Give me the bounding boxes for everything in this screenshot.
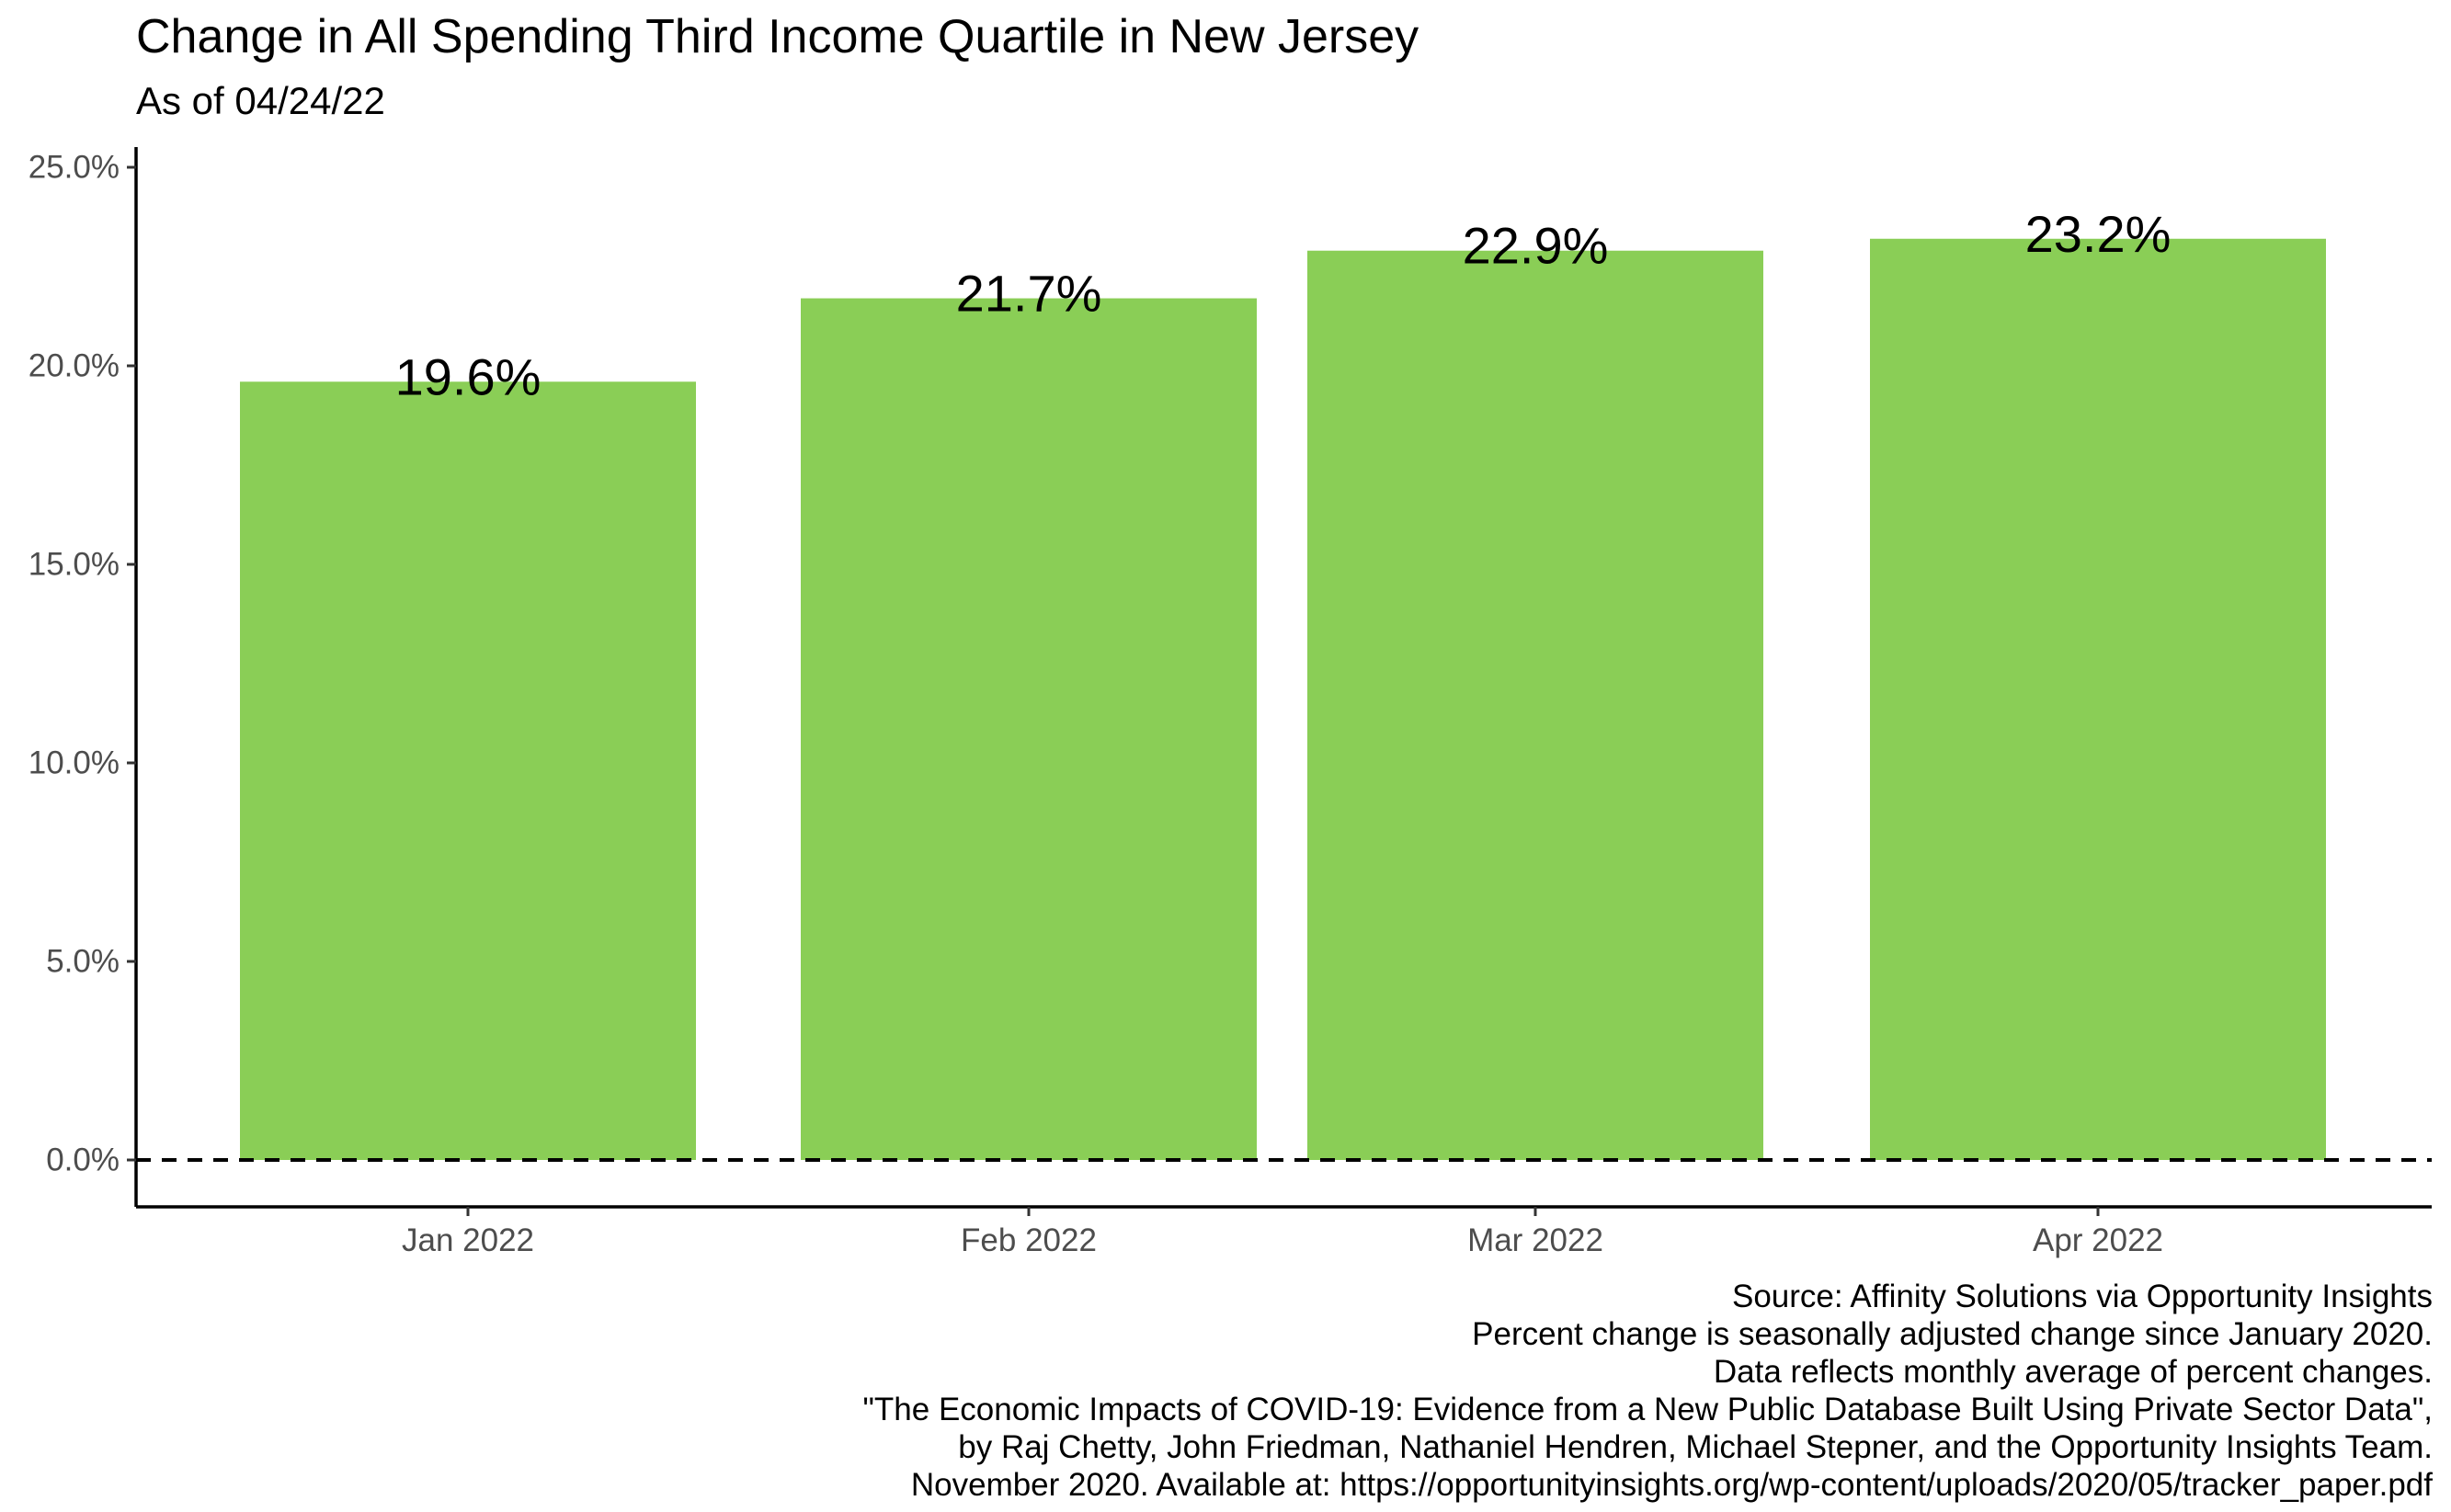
y-tick-label: 0.0% <box>46 1143 120 1178</box>
chart-subtitle: As of 04/24/22 <box>136 79 385 122</box>
caption-line: Percent change is seasonally adjusted ch… <box>1472 1316 2433 1352</box>
bar <box>240 381 696 1160</box>
bar-value-label: 22.9% <box>1463 217 1609 275</box>
y-tick-label: 25.0% <box>28 150 120 186</box>
x-tick-label: Feb 2022 <box>961 1222 1097 1258</box>
y-tick-label: 10.0% <box>28 745 120 781</box>
bar-value-label: 21.7% <box>956 265 1102 323</box>
y-tick-label: 15.0% <box>28 547 120 583</box>
caption-line: Data reflects monthly average of percent… <box>1713 1354 2433 1390</box>
x-tick-label: Mar 2022 <box>1467 1222 1603 1258</box>
caption-line: Source: Affinity Solutions via Opportuni… <box>1732 1279 2433 1314</box>
caption-line: "The Economic Impacts of COVID-19: Evide… <box>862 1392 2434 1427</box>
bar-value-label: 23.2% <box>2025 205 2172 263</box>
bar <box>1307 250 1763 1161</box>
bar-value-label: 19.6% <box>395 347 542 405</box>
y-tick-label: 20.0% <box>28 348 120 384</box>
caption-line: by Raj Chetty, John Friedman, Nathaniel … <box>958 1429 2433 1465</box>
y-tick-label: 5.0% <box>46 944 120 980</box>
chart-title: Change in All Spending Third Income Quar… <box>136 10 1419 63</box>
bar <box>801 298 1257 1160</box>
x-tick-label: Apr 2022 <box>2033 1222 2163 1258</box>
bar <box>1870 238 2326 1160</box>
chart-caption: Source: Affinity Solutions via Opportuni… <box>226 1278 2434 1504</box>
caption-line: November 2020. Available at: https://opp… <box>910 1467 2433 1503</box>
x-tick-label: Jan 2022 <box>402 1222 534 1258</box>
